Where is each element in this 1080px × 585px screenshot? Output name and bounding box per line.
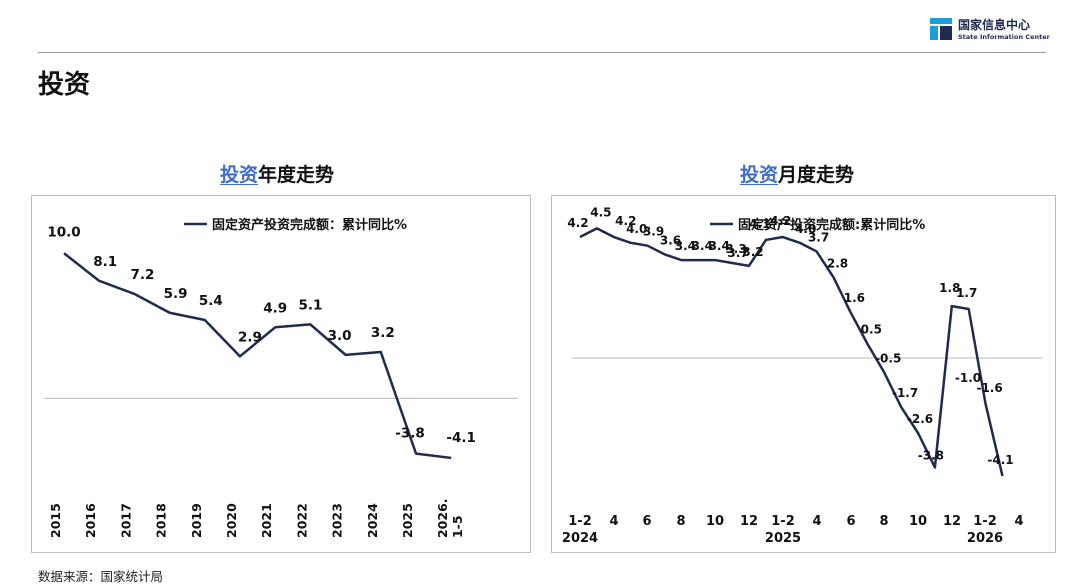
x-tick-label: 2019 (189, 503, 204, 538)
data-label: 3.4 (692, 239, 713, 253)
data-label: 2.8 (827, 256, 848, 270)
data-label: 1.6 (844, 291, 865, 305)
x-year-label: 2025 (765, 531, 801, 546)
x-tick-label: 10 (909, 514, 927, 529)
data-label: 8.1 (93, 254, 117, 270)
x-tick-label: 4 (812, 514, 821, 529)
data-label: 4.0 (626, 222, 647, 236)
data-label: -1.6 (976, 381, 1002, 395)
x-tick-label: 2015 (48, 503, 63, 538)
right-chart-title: 投资月度走势 (740, 160, 854, 187)
data-label: 3.4 (675, 239, 696, 253)
data-label: 3.7 (808, 230, 829, 244)
left-chart-title-rest: 年度走势 (258, 164, 335, 186)
data-label: -0.5 (875, 351, 901, 365)
data-label: -3.8 (395, 426, 425, 442)
right-chart-title-rest: 月度走势 (778, 164, 855, 186)
sic-logo-icon (930, 18, 952, 40)
page-title: 投资 (38, 70, 91, 100)
data-label: 4.2 (615, 214, 636, 228)
data-label-extra: -1.0 (955, 371, 981, 385)
left-chart-title-highlight: 投资 (220, 164, 259, 186)
x-tick-label: 12 (740, 514, 758, 529)
right-chart-title-highlight: 投资 (740, 164, 779, 186)
x-tick-label: 1-5 (450, 515, 465, 538)
x-tick-label: 2020 (224, 503, 239, 538)
data-label: 3.3 (725, 242, 746, 256)
x-tick-label: 8 (676, 514, 685, 529)
legend-label: 固定资产投资完成额：累计同比% (212, 217, 407, 233)
left-chart-title: 投资年度走势 (220, 160, 334, 187)
data-label: -3.8 (918, 448, 944, 462)
data-label: -1.7 (892, 386, 918, 400)
data-label: -4.1 (987, 453, 1013, 467)
data-label: 2.9 (238, 329, 262, 345)
data-label: 4.0 (795, 222, 816, 236)
data-label: 4.2 (770, 214, 791, 228)
logo-name-cn: 国家信息中心 (958, 18, 1031, 32)
data-label: 5.9 (164, 286, 188, 302)
x-tick-label: 12 (943, 514, 961, 529)
data-label: 7.2 (130, 267, 154, 283)
data-label: 3.9 (643, 225, 664, 239)
annual-line-chart: 固定资产投资完成额：累计同比% 10.0 8.1 7.2 5.9 5.4 2.94.9 5.1… (44, 217, 518, 538)
x-tick-label: 10 (706, 514, 724, 529)
data-label: 4.9 (263, 300, 287, 316)
x-tick-label: 1-2 (771, 514, 795, 529)
x-tick-label: 2016 (83, 503, 98, 538)
x-tick-label: 6 (846, 514, 855, 529)
x-tick-label: 2018 (154, 503, 169, 538)
data-label: 3.2 (742, 245, 763, 259)
monthly-chart-panel: 固定资产投资完成额:累计同比% 4.2 4.5 4.2 4.0 3.9 3.6 3.4 3.4 3… (551, 195, 1056, 553)
data-source: 数据来源：国家统计局 (38, 569, 164, 584)
data-label: 3.4 (709, 239, 730, 253)
monthly-line-chart: 固定资产投资完成额:累计同比%4.24.54.24.03.93.63.43.43… (562, 205, 1042, 546)
x-tick-label: 4 (609, 514, 618, 529)
x-tick-label: 2023 (330, 503, 345, 538)
data-label: 4.1 (749, 217, 770, 231)
annual-chart-panel: 固定资产投资完成额：累计同比% 10.0 8.1 7.2 5.9 5.4 2.9 4.9 5.1… (31, 195, 531, 553)
x-tick-label: 1-2 (973, 514, 997, 529)
x-tick-label: 2022 (294, 503, 309, 538)
data-label: 3.0 (328, 328, 352, 344)
header-divider (38, 52, 1046, 53)
data-label: 10.0 (47, 224, 80, 240)
data-label: 4.2 (567, 216, 588, 230)
data-label: 1.8 (939, 281, 960, 295)
x-tick-label: 1-2 (568, 514, 592, 529)
data-label: 5.4 (199, 293, 223, 309)
state-information-center-logo: 国家信息中心 State Information Center (930, 16, 1055, 44)
data-label: 1.7 (956, 286, 977, 300)
x-year-label: 2026 (967, 531, 1003, 546)
x-tick-label: 2017 (118, 503, 133, 538)
x-tick-label: 6 (642, 514, 651, 529)
data-label: 4.5 (590, 205, 611, 219)
x-tick-label: 2026. (435, 498, 450, 538)
monthly-series-line (579, 227, 1004, 477)
x-tick-label: 2025 (400, 503, 415, 538)
logo-name-en: State Information Center (958, 33, 1050, 41)
data-label: -2.6 (907, 412, 933, 426)
data-label-extra: 3.7 (727, 246, 748, 260)
x-tick-label: 2021 (259, 503, 274, 538)
legend-label: 固定资产投资完成额:累计同比% (738, 217, 925, 233)
data-label: 0.5 (861, 323, 882, 337)
x-tick-label: 2024 (365, 503, 380, 538)
data-label: 5.1 (298, 297, 322, 313)
annual-series-line (63, 252, 452, 460)
data-label: 3.6 (660, 233, 681, 247)
data-label: -4.1 (446, 430, 476, 446)
data-label: 3.2 (371, 325, 395, 341)
x-year-label: 2024 (562, 531, 598, 546)
x-tick-label: 4 (1014, 514, 1023, 529)
x-tick-label: 8 (879, 514, 888, 529)
